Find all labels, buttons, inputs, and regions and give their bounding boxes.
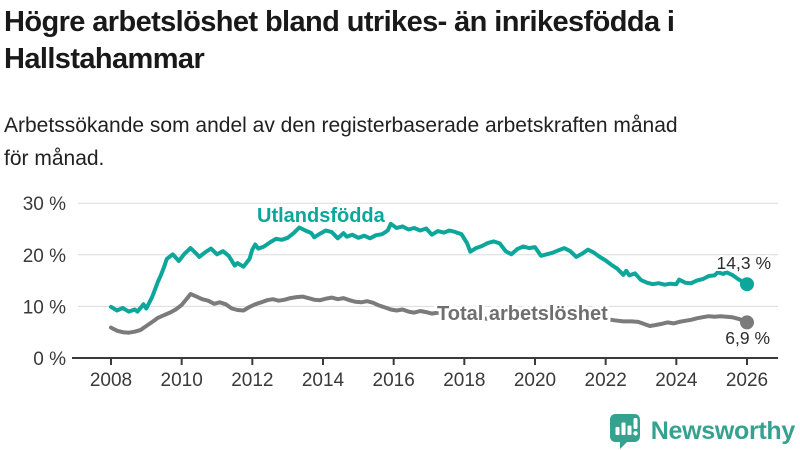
chart-generated: 0 % 10 % 20 % 30 % 2008 2010 2012 2014 2016 2018 2…	[23, 194, 778, 391]
svg-text:0 %: 0 %	[33, 349, 66, 370]
title-line-2: Hallstahammar	[4, 43, 205, 75]
svg-text:2026: 2026	[726, 370, 768, 391]
end-value-label-utlandsfodda: 14,3 %	[717, 253, 771, 273]
series-label-total-arbetsloshet: Total arbetslöshet	[437, 303, 608, 325]
title-line-1: Högre arbetslöshet bland utrikes- än inr…	[4, 6, 675, 38]
bar-chart-speech-bubble-icon	[609, 414, 640, 449]
svg-text:2014: 2014	[302, 370, 345, 391]
svg-text:2024: 2024	[655, 370, 698, 391]
svg-text:20 %: 20 %	[23, 246, 66, 267]
newsworthy-wordmark: Newsworthy	[650, 416, 796, 445]
subtitle-line-2: för månad.	[4, 147, 105, 170]
svg-text:2008: 2008	[90, 370, 132, 391]
svg-text:2018: 2018	[443, 370, 485, 391]
svg-text:30 %: 30 %	[23, 194, 66, 215]
series-label-utlandsfodda: Utlandsfödda	[257, 205, 386, 227]
svg-text:2016: 2016	[373, 370, 415, 391]
svg-text:10 %: 10 %	[23, 297, 66, 318]
end-value-label-total: 6,9 %	[725, 328, 770, 348]
svg-text:2012: 2012	[231, 370, 273, 391]
page-title: Högre arbetslöshet bland utrikes- än inr…	[4, 4, 796, 78]
svg-text:2010: 2010	[161, 370, 203, 391]
svg-text:2022: 2022	[585, 370, 627, 391]
svg-text:2020: 2020	[514, 370, 556, 391]
chart-subtitle: Arbetssökande som andel av den registerb…	[4, 109, 796, 175]
newsworthy-logo: Newsworthy	[608, 412, 795, 450]
subtitle-line-1: Arbetssökande som andel av den registerb…	[4, 114, 678, 137]
